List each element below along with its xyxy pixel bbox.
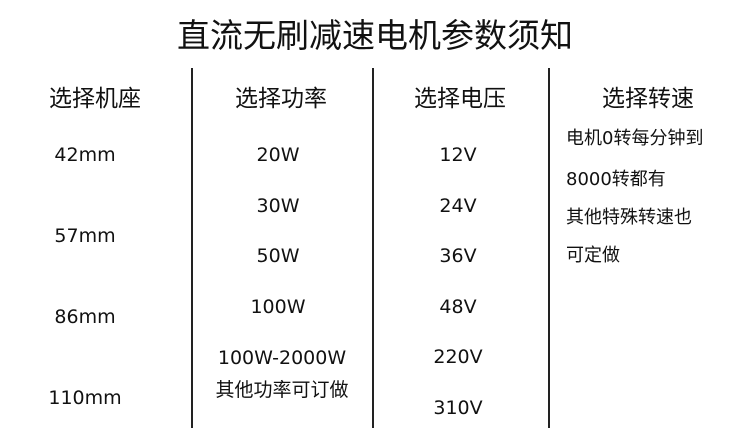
header-power: 选择功率 [235, 86, 327, 112]
speed-note-line: 其他特殊转速也 [566, 207, 692, 228]
header-voltage: 选择电压 [414, 86, 506, 112]
page-title: 直流无刷减速电机参数须知 [177, 16, 573, 55]
power-note: 其他功率可订做 [215, 379, 349, 401]
frame-size-value: 57mm [54, 225, 116, 247]
speed-note-line: 可定做 [566, 245, 620, 266]
speed-note-line: 8000转都有 [566, 169, 666, 190]
voltage-value: 310V [433, 397, 483, 419]
speed-note-line: 电机0转每分钟到 [566, 128, 704, 149]
frame-size-value: 86mm [54, 306, 116, 328]
column-divider [191, 68, 193, 428]
column-divider [548, 68, 550, 428]
frame-size-value: 110mm [48, 387, 122, 409]
column-divider [372, 68, 374, 428]
power-value: 100W-2000W [217, 347, 347, 369]
power-value: 100W [250, 296, 306, 318]
voltage-value: 48V [439, 296, 477, 318]
header-frame-size: 选择机座 [49, 86, 141, 112]
frame-size-value: 42mm [54, 144, 116, 166]
voltage-value: 24V [439, 195, 477, 217]
header-speed: 选择转速 [602, 86, 694, 112]
power-value: 50W [256, 245, 300, 267]
voltage-value: 36V [439, 245, 477, 267]
power-value: 30W [256, 195, 300, 217]
voltage-value: 220V [433, 346, 483, 368]
power-value: 20W [256, 144, 300, 166]
voltage-value: 12V [439, 144, 477, 166]
